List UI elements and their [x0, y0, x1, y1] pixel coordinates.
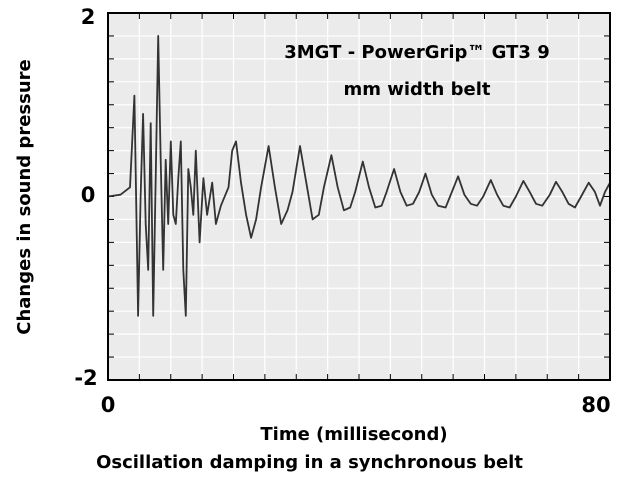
x-tick-label-end: 80 [581, 393, 610, 417]
x-tick-label-start: 0 [101, 393, 116, 417]
y-axis-label: Changes in sound pressure [14, 59, 35, 334]
chart-annotation-line-2: mm width belt [343, 79, 490, 100]
y-tick-label-bottom: -2 [74, 366, 97, 390]
chart-annotation-line-1: 3MGT - PowerGrip™ GT3 9 [284, 42, 549, 63]
x-axis-label: Time (millisecond) [260, 424, 447, 445]
y-tick-label-middle: 0 [81, 183, 96, 207]
chart: 2 0 -2 0 80 Time (millisecond) Changes i… [0, 0, 619, 450]
plot-area [108, 13, 610, 380]
figure-caption: Oscillation damping in a synchronous bel… [0, 452, 619, 473]
y-tick-label-top: 2 [81, 5, 96, 29]
